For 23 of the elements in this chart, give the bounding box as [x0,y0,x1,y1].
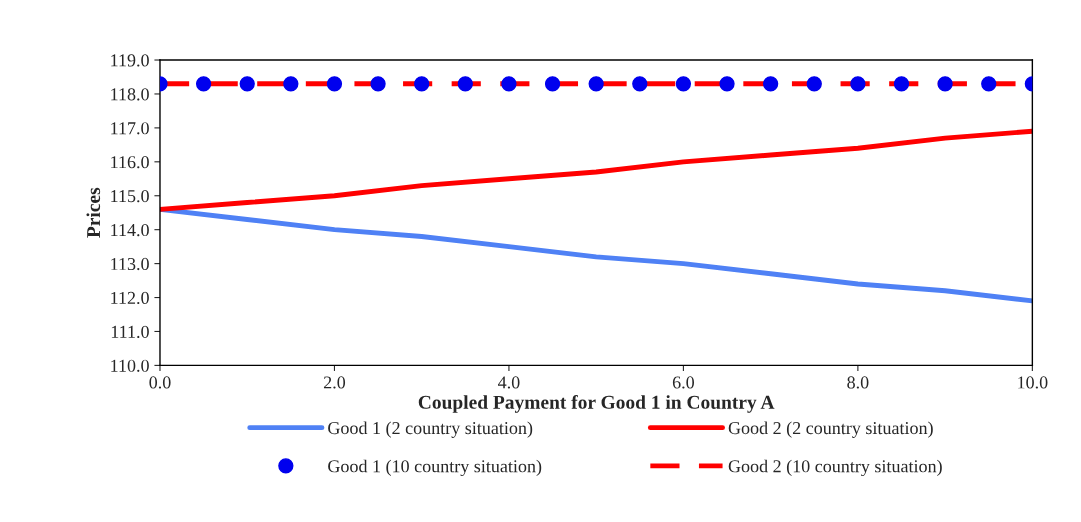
x-tick-label: 10.0 [1018,376,1048,389]
x-tick-label: 4.0 [498,376,520,389]
y-tick-label: 111.0 [111,325,149,338]
x-tick-label: 0.0 [149,376,171,389]
y-tick-label: 116.0 [111,156,149,169]
y-tick-label: 118.0 [111,88,149,101]
legend-label: Good 2 (10 country situation) [728,459,942,477]
y-tick-label: 119.0 [111,54,149,67]
y-axis-title: Prices [86,187,101,238]
legend-label: Good 2 (2 country situation) [728,421,933,438]
x-tick-label: 6.0 [672,376,694,389]
y-tick-label: 112.0 [111,291,149,305]
x-tick-label: 2.0 [323,376,346,389]
legend-label: Good 1 (10 country situation) [328,459,542,477]
x-tick-label: 8.0 [847,376,869,389]
legend-label: Good 1 (2 country situation) [328,421,533,438]
y-tick-label: 114.0 [111,223,149,237]
x-axis-title: Coupled Payment for Good 1 in Country A [418,394,775,413]
line-series [159,128,1033,212]
y-tick-label: 115.0 [111,190,149,203]
y-tick-label: 113.0 [111,257,149,271]
y-tick-label: 117.0 [111,122,149,135]
y-tick-label: 110.0 [111,359,149,372]
